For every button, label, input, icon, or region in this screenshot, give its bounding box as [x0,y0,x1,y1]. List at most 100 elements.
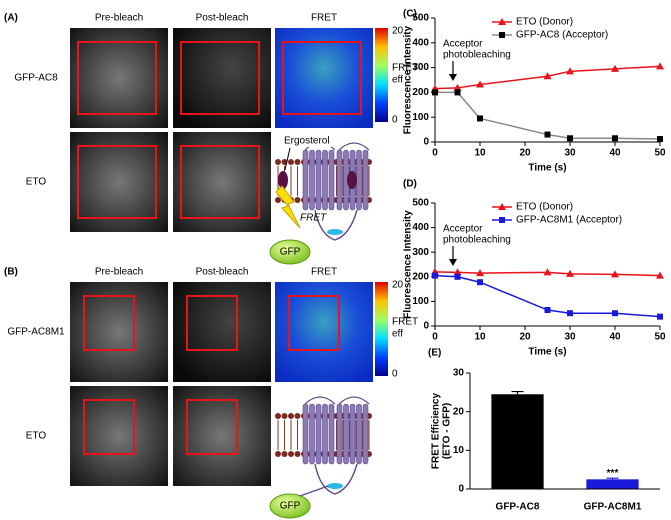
roi [83,399,135,455]
legend-marker [499,32,505,38]
micrograph [173,282,271,382]
column-header: Post-bleach [196,13,249,24]
helix [328,403,335,465]
linker [299,485,329,497]
y-tick-label: 500 [412,13,429,24]
legend-marker [498,203,506,210]
membrane-diagram: GFP [269,396,372,519]
row-label: GFP-AC8 [14,73,58,84]
column-header: Pre-bleach [95,267,143,278]
y-tick-label: 300 [412,247,429,258]
point [566,67,574,75]
helix [362,403,369,465]
label-bg [282,134,332,147]
roi [282,41,362,115]
y-axis-label: (ETO - GFP) [442,403,453,459]
micrograph [173,386,271,486]
point [453,83,462,91]
loop [338,142,370,151]
ergosterol [347,171,357,189]
x-tick-label: 20 [519,332,531,343]
lipid-head [288,451,294,457]
point [567,310,573,317]
colorbar-title: FRET [392,317,418,328]
micrograph [173,28,271,128]
lipid-head [275,413,281,419]
x-axis-label: Time (s) [528,163,566,174]
helix [309,149,315,211]
lightning [275,185,301,229]
fret-label: FRET [300,213,327,224]
gfp-label: GFP [280,247,301,258]
lipid-head [294,159,301,165]
c-tail [314,463,358,495]
error-bar [606,477,619,480]
loop [338,396,370,405]
helix [302,149,309,211]
column-header: Post-bleach [196,267,249,278]
point [476,80,484,88]
x-tick-label: 20 [519,148,531,159]
y-tick-label: 400 [412,222,429,233]
roi [186,295,238,351]
c-tail [314,209,358,241]
legend-marker [498,18,506,25]
point [432,272,438,279]
gfp [269,239,311,265]
point [477,279,483,286]
membrane-diagram: GFP Ergosterol FRET [269,134,372,265]
bar [586,479,639,489]
loop [304,396,336,405]
helix [322,149,328,211]
gfp-label: GFP [280,501,301,512]
roi [180,41,260,115]
point [544,131,551,138]
colorbar [375,282,388,376]
x-tick-label: 30 [564,148,576,159]
point [454,89,461,96]
legend-label: GFP-AC8M1 (Acceptor) [516,215,622,226]
x-tick-label: 0 [432,148,438,159]
panel-label: (A) [4,13,18,24]
x-tick-label: 10 [474,148,486,159]
y-axis-label: Fluorescence Intensity [403,210,414,319]
legend-label: ETO (Donor) [516,202,573,213]
helix [328,149,335,211]
y-tick-label: 0 [423,321,429,332]
x-tick-label: 50 [654,332,666,343]
annotation-arrowhead [449,259,457,266]
row-label: ETO [26,177,47,188]
column-header: Pre-bleach [95,13,143,24]
colorbar-title: FRET [392,63,418,74]
annotation: photobleaching [443,235,511,246]
legend-label: ETO (Donor) [516,17,573,28]
x-tick-label: 40 [609,148,621,159]
roi [288,295,340,351]
helix [362,149,369,211]
x-tick-label: 10 [474,332,486,343]
helix [322,403,328,465]
micrograph [275,282,373,382]
helix [336,403,343,465]
row-label: ETO [26,431,47,442]
ergosterol-label: Ergosterol [284,136,330,147]
point [477,115,483,122]
legend-label: GFP-AC8 (Acceptor) [516,30,608,41]
helix [349,403,356,465]
pointer [284,147,291,171]
roi [77,41,157,115]
micrograph [70,132,168,232]
roi [83,295,135,351]
panel-label: (E) [428,348,441,359]
point [656,271,664,279]
legend-marker [499,217,505,223]
point [656,62,664,70]
micrograph [173,132,271,232]
annotation: Acceptor [443,39,483,50]
lipid-head [275,197,281,203]
lipid-head [294,197,301,203]
y-tick-label: 20 [453,406,465,417]
helix [315,403,322,465]
y-axis-label: FRET Efficiency [431,393,442,470]
